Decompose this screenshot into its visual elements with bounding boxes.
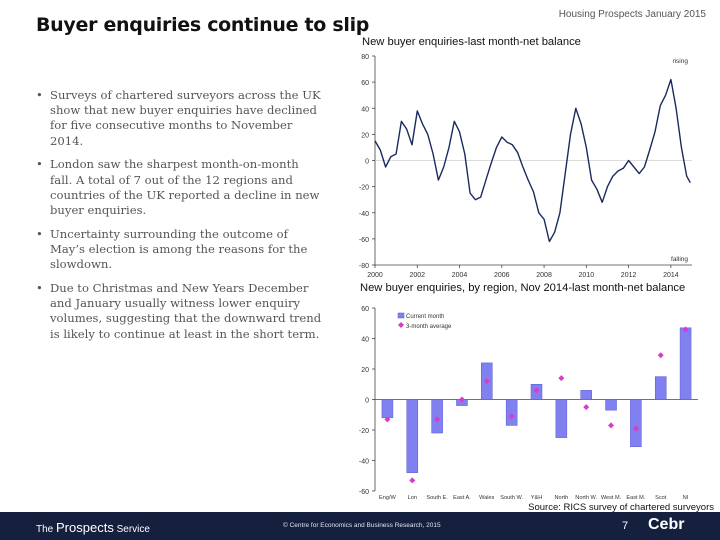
page-number: 7 [622,520,629,532]
legend-swatch-avg [398,322,404,328]
marker-3m-avg-2 [434,416,441,423]
bullet-icon: • [36,88,43,102]
source-note: Source: RICS survey of chartered surveyo… [528,502,714,513]
y-tick-label: -60 [359,489,369,496]
bullet-item: • Surveys of chartered surveyors across t… [36,88,322,149]
bar-current-0 [381,399,394,419]
y-tick-label: -40 [359,459,369,466]
brand: The Prospects Service [36,520,150,535]
marker-3m-avg-7 [558,375,565,382]
x-tick-label: 2004 [452,272,468,279]
y-tick-label: -80 [359,263,369,270]
bullet-item: • London saw the sharpest month-on-month … [36,157,322,218]
bar-current-7 [555,399,568,438]
x-tick-label: 2002 [409,272,425,279]
x-tick-label: 2006 [494,272,510,279]
bar-current-8 [580,390,592,400]
bullet-list: • Surveys of chartered surveyors across t… [36,88,322,350]
marker-3m-avg-9 [608,422,615,429]
x-tick-label: 2000 [367,272,383,279]
y-tick-label: 80 [361,54,369,61]
legend-label-avg: 3-month average [406,324,452,330]
x-tick-label: 2010 [579,272,595,279]
bar-current-5 [505,399,518,426]
line-chart-title: New buyer enquiries-last month-net balan… [362,36,581,48]
bar-current-10 [630,399,642,448]
y-tick-label: 40 [361,106,369,113]
page-title: Buyer enquiries continue to slip [36,14,370,36]
bullet-icon: • [36,157,43,172]
category-label: East A. [453,495,471,501]
y-tick-label: 20 [361,367,369,374]
marker-3m-avg-5 [508,413,515,420]
bar-current-12 [679,327,692,400]
marker-3m-avg-10 [632,425,639,432]
bullet-icon: • [36,226,43,241]
marker-3m-avg-1 [409,477,416,484]
x-tick-label: 2014 [663,272,679,279]
y-tick-label: 60 [361,80,369,87]
x-tick-label: 2008 [536,272,552,279]
bullet-item: • Uncertainty surrounding the outcome of … [36,227,322,273]
bullet-text: London saw the sharpest month-on-month f… [50,157,320,218]
category-label: North [555,495,569,501]
marker-3m-avg-6 [533,387,540,394]
marker-3m-avg-11 [657,352,664,359]
line-chart: 80 60 40 20 0 -20 -40 -60 -80 2000 2002 2004 2006 200… [359,54,692,279]
category-label: Y&H [531,495,543,501]
bullet-icon: • [36,281,43,296]
category-label: NI [683,495,689,501]
bullet-text: Due to Christmas and New Years December … [50,281,322,341]
category-label: North W. [575,495,597,501]
y-tick-label: -60 [359,237,369,244]
marker-3m-avg-0 [384,416,391,423]
bar-chart: 60 40 20 0 -20 -40 -60 Eng/W Lon South E. East A. W… [359,306,698,501]
category-label: South W. [500,495,523,501]
annotation-top: rising [672,58,688,65]
y-tick-label: -40 [359,211,369,218]
cebr-logo: Cebr [648,516,685,533]
bar-current-11 [654,376,667,400]
brand-suffix: Service [116,524,150,535]
footer-bar: The Prospects Service © Centre for Econo… [0,512,720,540]
y-tick-label: 20 [361,132,369,139]
bullet-text: Surveys of chartered surveyors across th… [50,88,321,148]
brand-main: Prospects [56,520,114,535]
category-label: Scot [655,495,667,501]
bar-chart-title: New buyer enquiries, by region, Nov 2014… [360,282,686,294]
annotation-bottom: falling [671,256,688,263]
marker-3m-avg-12 [682,326,689,333]
category-label: South E. [426,495,448,501]
category-label: Lon [408,495,417,501]
legend-label-current: Current month [406,314,444,320]
copyright: © Centre for Economics and Business Rese… [283,522,441,529]
brand-prefix: The [36,524,54,535]
bar-current-1 [406,399,419,473]
category-label: West M. [601,495,622,501]
marker-3m-avg-8 [583,404,590,411]
bar-current-9 [605,399,617,411]
y-tick-label: 60 [361,306,369,313]
bullet-item: • Due to Christmas and New Years December… [36,281,322,342]
bullet-text: Uncertainty surrounding the outcome of M… [50,226,308,272]
category-label: Wales [479,495,495,501]
report-label: Housing Prospects January 2015 [558,9,706,20]
series-line [374,78,691,243]
legend-swatch-current [397,312,405,319]
y-tick-label: -20 [359,428,369,435]
y-tick-label: 40 [361,337,369,344]
category-label: Eng/W [379,495,397,501]
y-tick-label: -20 [359,185,369,192]
y-tick-label: 0 [365,398,369,405]
marker-3m-avg-3 [458,396,465,403]
x-tick-label: 2012 [621,272,637,279]
y-tick-label: 0 [365,159,369,166]
marker-3m-avg-4 [483,378,490,385]
category-label: East M. [626,495,645,501]
bar-current-2 [431,399,443,434]
